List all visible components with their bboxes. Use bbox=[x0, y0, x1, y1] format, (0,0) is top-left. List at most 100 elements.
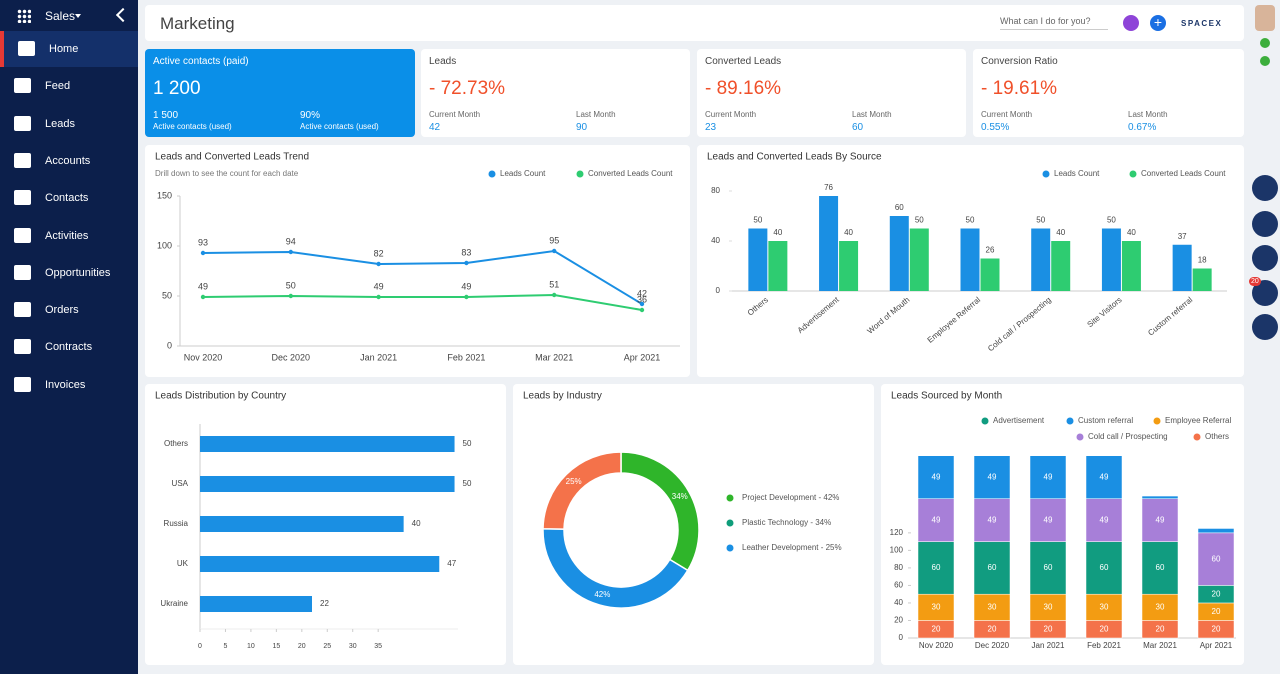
data-label: 49 bbox=[1044, 472, 1053, 481]
nav-item[interactable]: Home bbox=[0, 31, 138, 67]
nav-icon bbox=[14, 115, 31, 131]
bar-segment bbox=[1029, 593, 1067, 621]
data-label: 40 bbox=[844, 228, 853, 237]
stat-line: 0.55% bbox=[981, 122, 1010, 133]
nav-item[interactable]: Opportunities bbox=[0, 255, 134, 291]
phone-button[interactable] bbox=[1252, 175, 1278, 201]
stat-line: 60 bbox=[852, 122, 864, 133]
bar bbox=[1172, 244, 1192, 291]
tasks-button[interactable] bbox=[1252, 314, 1278, 340]
add-button[interactable]: + bbox=[1150, 15, 1166, 31]
nav-label: Feed bbox=[45, 80, 71, 93]
chat-button[interactable] bbox=[1252, 245, 1278, 271]
bar-segment bbox=[917, 541, 955, 595]
y-tick-label: 80 bbox=[711, 186, 720, 195]
y-tick-label: Ukraine bbox=[160, 599, 188, 608]
panel: Leads Distribution by Country 0 5 10 15 20 25 3… bbox=[145, 384, 506, 665]
y-tick-label: 50 bbox=[162, 290, 172, 300]
mail-button[interactable] bbox=[1252, 211, 1278, 237]
y-tick-label: 60 bbox=[894, 581, 903, 590]
point bbox=[200, 250, 206, 256]
x-tick-label: Apr 2021 bbox=[624, 352, 661, 362]
point bbox=[288, 293, 293, 299]
bar bbox=[200, 516, 404, 532]
nav-item[interactable]: Invoices bbox=[0, 367, 134, 403]
data-label: 49 bbox=[1156, 515, 1165, 524]
app-switcher[interactable]: Sales bbox=[45, 9, 76, 23]
bar-segment bbox=[1085, 498, 1123, 542]
nav-item[interactable]: Contracts bbox=[0, 329, 134, 365]
data-label: 49 bbox=[461, 281, 471, 291]
point bbox=[200, 294, 206, 300]
x-tick-label: Cold call / Prospecting bbox=[986, 295, 1053, 353]
x-tick-label: Nov 2020 bbox=[919, 641, 954, 650]
bar-segment bbox=[973, 593, 1011, 621]
legend-swatch bbox=[1066, 417, 1074, 425]
x-tick-label: 25 bbox=[323, 643, 331, 650]
data-label: 47 bbox=[447, 559, 456, 568]
bar bbox=[768, 241, 788, 291]
nav-item[interactable]: Leads bbox=[0, 106, 134, 142]
data-label: 20 bbox=[1044, 624, 1053, 633]
x-tick-label: Dec 2020 bbox=[975, 641, 1010, 650]
nav-label: Contracts bbox=[45, 341, 93, 354]
data-label: 60 bbox=[932, 563, 941, 572]
x-tick-label: 20 bbox=[298, 643, 306, 650]
search-box[interactable]: What can I do for you? bbox=[1000, 16, 1108, 30]
stat-line: Last Month bbox=[852, 110, 892, 119]
notification-badge: 20 bbox=[1249, 277, 1261, 286]
play-button[interactable] bbox=[1123, 15, 1139, 31]
data-label: 76 bbox=[824, 183, 833, 192]
x-tick-label: Custom referral bbox=[1146, 295, 1194, 337]
bar-segment bbox=[1141, 593, 1179, 621]
data-label: 40 bbox=[773, 228, 782, 237]
collapse-button[interactable] bbox=[115, 7, 131, 23]
legend-swatch bbox=[576, 170, 584, 178]
sidebar: Sales Home Feed Leads Accounts Contacts Activ… bbox=[0, 0, 138, 674]
nav-item[interactable]: Contacts bbox=[0, 180, 134, 216]
bar bbox=[960, 228, 980, 291]
donut-slice bbox=[620, 451, 700, 572]
card-title: Conversion Ratio bbox=[981, 56, 1058, 67]
nav-icon bbox=[18, 41, 35, 56]
bar bbox=[748, 228, 768, 291]
y-tick-label: USA bbox=[172, 479, 189, 488]
data-label: 94 bbox=[286, 236, 296, 246]
nav-icon bbox=[14, 227, 31, 243]
data-label: 18 bbox=[1198, 256, 1207, 265]
bar-segment bbox=[1029, 541, 1067, 595]
y-tick-label: 100 bbox=[157, 240, 172, 250]
chart-title: Leads by Industry bbox=[523, 391, 602, 402]
x-tick-label: Site Visitors bbox=[1086, 295, 1124, 329]
x-tick-label: Nov 2020 bbox=[184, 352, 223, 362]
y-tick-label: 0 bbox=[899, 633, 904, 642]
legend-label: Cold call / Prospecting bbox=[1088, 432, 1168, 441]
dropdown-caret bbox=[75, 14, 81, 21]
point bbox=[552, 292, 557, 298]
apps-icon[interactable] bbox=[17, 9, 31, 23]
x-tick-label: Advertisement bbox=[796, 295, 842, 335]
nav-item[interactable]: Accounts bbox=[0, 143, 134, 179]
avatar[interactable] bbox=[1255, 5, 1275, 31]
legend-label: Converted Leads Count bbox=[588, 169, 673, 178]
nav-item[interactable]: Activities bbox=[0, 218, 134, 254]
bar-segment bbox=[1141, 498, 1179, 542]
nav-item[interactable]: Feed bbox=[0, 68, 134, 104]
nav-item[interactable]: Orders bbox=[0, 292, 134, 328]
y-tick-label: Russia bbox=[164, 519, 189, 528]
data-label: 34% bbox=[672, 492, 688, 501]
x-tick-label: Others bbox=[746, 295, 770, 317]
chart: Leads and Converted Leads By Source Leads… bbox=[707, 152, 1227, 353]
bar-segment bbox=[917, 455, 955, 499]
nav-icon bbox=[14, 302, 31, 318]
nav-icon bbox=[14, 376, 31, 392]
settings-icon[interactable] bbox=[1260, 38, 1270, 48]
help-icon[interactable] bbox=[1260, 56, 1270, 66]
data-label: 37 bbox=[1178, 232, 1187, 241]
legend-swatch bbox=[726, 544, 734, 552]
data-label: 50 bbox=[753, 216, 762, 225]
legend-swatch bbox=[726, 494, 734, 502]
data-label: 20 bbox=[1212, 589, 1221, 598]
data-label: 30 bbox=[1044, 602, 1053, 611]
stat-line: Current Month bbox=[705, 110, 757, 119]
